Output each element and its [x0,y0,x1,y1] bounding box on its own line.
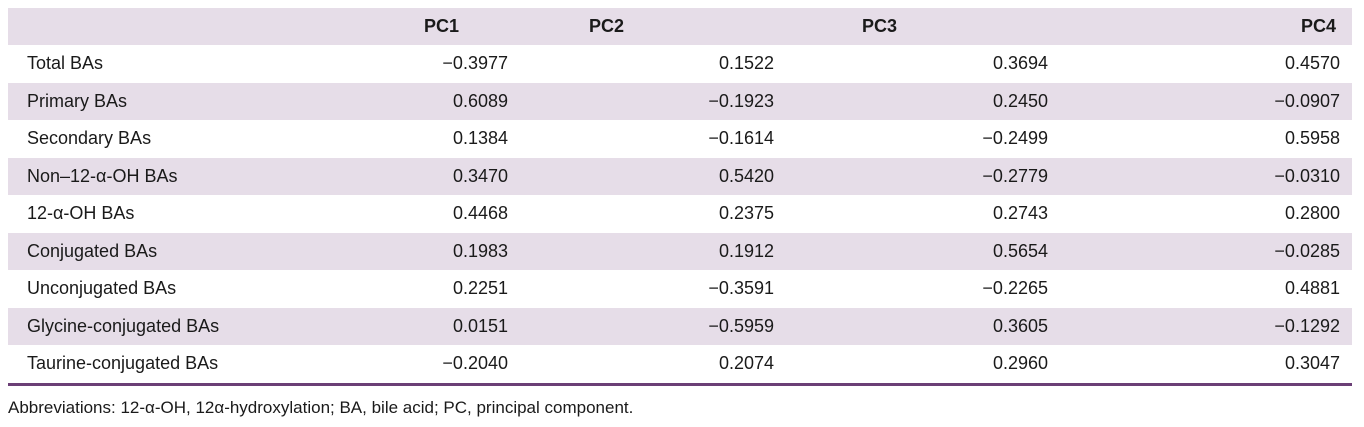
cell-pc2: 0.2375 [718,203,774,224]
table-row: Primary BAs 0.6089 −0.1923 0.2450 −0.090… [8,82,1352,120]
row-label: 12-α-OH BAs [27,203,135,224]
cell-pc1: 0.1983 [452,240,508,261]
cell-pc4: 0.4881 [1284,278,1340,299]
table-row: 12-α-OH BAs 0.4468 0.2375 0.2743 0.2800 [8,195,1352,233]
cell-pc1: 0.6089 [452,90,508,111]
cell-pc3: 0.2960 [992,353,1048,374]
cell-pc4: −0.0310 [1274,165,1340,186]
row-label: Glycine-conjugated BAs [27,315,220,336]
cell-pc1: 0.3470 [452,165,508,186]
row-label: Total BAs [27,53,104,74]
row-label: Primary BAs [27,90,128,111]
pca-loadings-table: PC1 PC2 PC3 PC4 Total BAs −0.3977 0.1522… [8,8,1352,383]
row-label: Taurine-conjugated BAs [27,353,219,374]
cell-pc2: 0.2074 [718,353,774,374]
cell-pc1: 0.2251 [452,278,508,299]
cell-pc1: 0.0151 [452,315,508,336]
cell-pc3: 0.3605 [992,315,1048,336]
cell-pc2: −0.3591 [708,278,774,299]
cell-pc2: −0.1923 [708,90,774,111]
cell-pc2: −0.1614 [708,128,774,149]
cell-pc1: −0.2040 [442,353,508,374]
cell-pc3: 0.5654 [992,240,1048,261]
cell-pc1: −0.3977 [442,53,508,74]
cell-pc2: −0.5959 [708,315,774,336]
table-row: Conjugated BAs 0.1983 0.1912 0.5654 −0.0… [8,232,1352,270]
cell-pc4: −0.0285 [1274,240,1340,261]
cell-pc2: 0.1912 [718,240,774,261]
cell-pc4: 0.5958 [1284,128,1340,149]
cell-pc3: −0.2265 [982,278,1048,299]
cell-pc1: 0.1384 [452,128,508,149]
table-row: Total BAs −0.3977 0.1522 0.3694 0.4570 [8,45,1352,83]
cell-pc2: 0.5420 [718,165,774,186]
cell-pc3: −0.2779 [982,165,1048,186]
header-pc4: PC4 [1300,16,1336,36]
header-pc1: PC1 [423,16,459,36]
table-footnote: Abbreviations: 12-α-OH, 12α-hydroxylatio… [8,398,634,417]
table-row: Glycine-conjugated BAs 0.0151 −0.5959 0.… [8,307,1352,345]
table-bottom-rule [8,382,1352,386]
row-label: Non–12-α-OH BAs [27,165,178,186]
header-blank [8,8,314,45]
cell-pc3: 0.2743 [992,203,1048,224]
table-header-row: PC1 PC2 PC3 PC4 [8,8,1352,45]
cell-pc3: 0.3694 [992,53,1048,74]
table-row: Taurine-conjugated BAs −0.2040 0.2074 0.… [8,345,1352,383]
table-container: PC1 PC2 PC3 PC4 Total BAs −0.3977 0.1522… [8,8,1352,386]
cell-pc4: −0.0907 [1274,90,1340,111]
cell-pc4: 0.4570 [1284,53,1340,74]
header-pc3: PC3 [861,16,897,36]
header-pc2: PC2 [588,16,624,36]
cell-pc2: 0.1522 [718,53,774,74]
cell-pc4: −0.1292 [1274,315,1340,336]
table-row: Non–12-α-OH BAs 0.3470 0.5420 −0.2779 −0… [8,157,1352,195]
table-row: Secondary BAs 0.1384 −0.1614 −0.2499 0.5… [8,120,1352,158]
cell-pc3: −0.2499 [982,128,1048,149]
cell-pc4: 0.3047 [1284,353,1340,374]
cell-pc1: 0.4468 [452,203,508,224]
cell-pc3: 0.2450 [992,90,1048,111]
row-label: Conjugated BAs [27,240,158,261]
table-row: Unconjugated BAs 0.2251 −0.3591 −0.2265 … [8,270,1352,308]
row-label: Secondary BAs [27,128,152,149]
cell-pc4: 0.2800 [1284,203,1340,224]
row-label: Unconjugated BAs [27,278,177,299]
